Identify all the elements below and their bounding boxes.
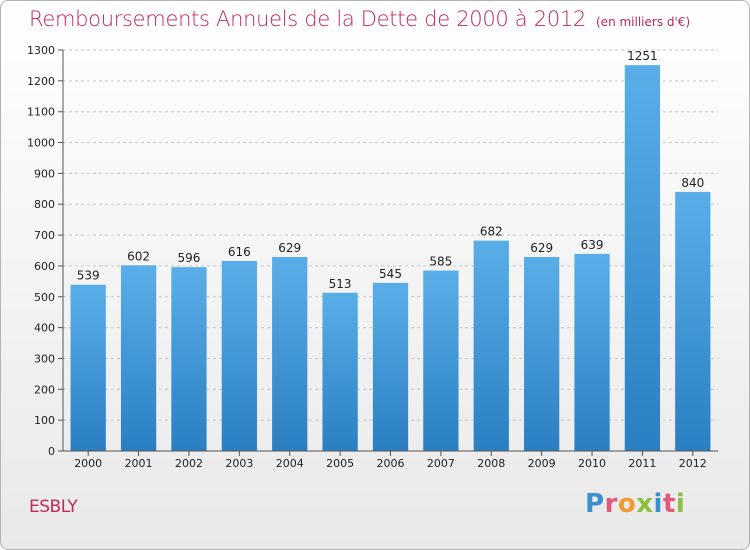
bar — [272, 256, 308, 451]
bar-value-label: 602 — [127, 249, 150, 263]
bar-value-label: 513 — [329, 277, 352, 291]
logo-letter: i — [675, 489, 686, 519]
y-tick-label: 1300 — [27, 44, 55, 57]
y-tick-label: 400 — [34, 322, 55, 335]
bar-value-label: 629 — [278, 241, 301, 255]
y-tick-label: 200 — [34, 383, 55, 396]
x-tick-label: 2010 — [578, 457, 606, 470]
bar — [171, 267, 207, 451]
y-tick-label: 500 — [34, 291, 55, 304]
city-name: ESBLY — [29, 497, 78, 517]
x-tick-label: 2000 — [74, 457, 102, 470]
y-tick-label: 700 — [34, 229, 55, 242]
bar — [624, 65, 661, 451]
bar-value-label: 629 — [530, 241, 553, 255]
y-tick-label: 100 — [34, 414, 55, 427]
chart-unit: (en milliers d'€) — [596, 15, 691, 29]
bar — [423, 270, 459, 451]
y-tick-label: 0 — [48, 445, 55, 458]
bar — [120, 265, 157, 451]
chart-title-row: Remboursements Annuels de la Dette de 20… — [29, 7, 690, 31]
y-tick-label: 800 — [34, 198, 55, 211]
x-tick-label: 2005 — [326, 457, 354, 470]
bar-value-label: 682 — [480, 225, 503, 239]
chart-title: Remboursements Annuels de la Dette de 20… — [29, 7, 586, 31]
x-tick-label: 2009 — [528, 457, 556, 470]
bar-value-label: 639 — [581, 238, 604, 252]
x-tick-label: 2008 — [477, 457, 505, 470]
x-tick-label: 2004 — [276, 457, 304, 470]
bars — [70, 65, 711, 451]
bar — [524, 256, 560, 451]
logo-letter: x — [636, 489, 654, 519]
bar-value-label: 596 — [178, 251, 201, 265]
y-tick-label: 900 — [34, 167, 55, 180]
labels: 0 100 200 300 400 500 600 700 800 900 1000 1100 1200… — [27, 44, 707, 470]
logo-letter: P — [585, 489, 605, 519]
bar — [675, 191, 711, 451]
y-tick-label: 1100 — [27, 106, 55, 119]
bar — [322, 292, 358, 451]
x-tick-label: 2011 — [628, 457, 656, 470]
x-tick-label: 2001 — [125, 457, 153, 470]
y-tick-label: 300 — [34, 352, 55, 365]
bar-value-label: 539 — [77, 269, 100, 283]
x-tick-label: 2012 — [679, 457, 707, 470]
x-tick-label: 2007 — [427, 457, 455, 470]
y-tick-label: 1200 — [27, 75, 55, 88]
logo-letter: r — [604, 489, 618, 519]
y-tick-label: 600 — [34, 260, 55, 273]
bar — [473, 240, 509, 451]
x-tick-label: 2002 — [175, 457, 203, 470]
bar-value-label: 545 — [379, 267, 402, 281]
logo-letter: i — [653, 489, 663, 519]
proxiti-logo[interactable]: Proxiti — [585, 489, 685, 519]
bar-value-label: 616 — [228, 245, 251, 259]
logo-letter: o — [617, 489, 637, 519]
bar-value-label: 840 — [681, 176, 704, 190]
bar — [221, 260, 257, 451]
bar — [70, 284, 106, 451]
y-tick-label: 1000 — [27, 137, 55, 150]
x-tick-label: 2003 — [225, 457, 253, 470]
bar-value-label: 585 — [429, 255, 452, 269]
logo-letter: t — [662, 489, 676, 519]
bar — [372, 282, 409, 451]
axes — [58, 49, 718, 456]
x-tick-label: 2006 — [377, 457, 405, 470]
bar — [574, 253, 610, 451]
bar-value-label: 1251 — [627, 49, 658, 63]
